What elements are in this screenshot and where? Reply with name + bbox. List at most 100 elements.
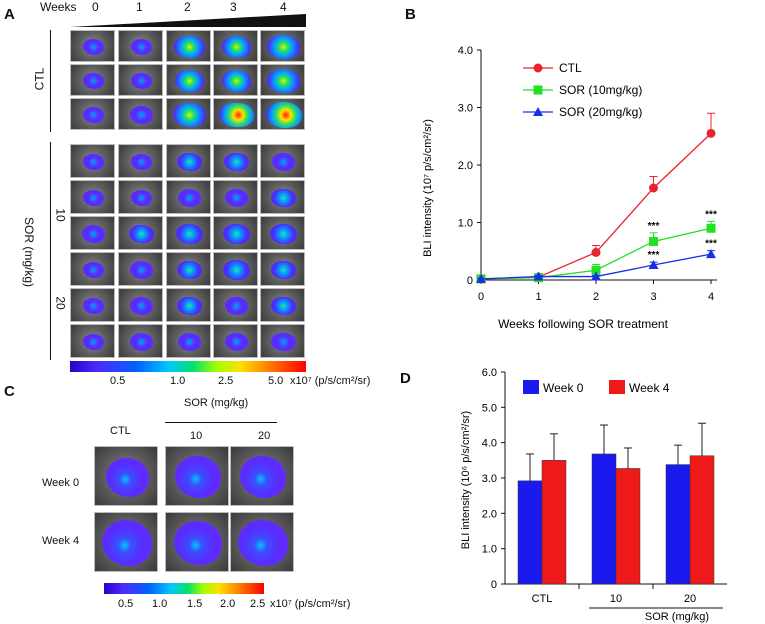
bli-image-tile xyxy=(118,324,163,358)
bli-signal xyxy=(219,102,254,128)
panel-c-row-week0: Week 0 xyxy=(42,477,80,489)
bli-image-tile xyxy=(166,180,211,214)
week-tick: 4 xyxy=(280,0,287,14)
bli-signal xyxy=(129,297,154,315)
ctl-bracket xyxy=(50,30,51,132)
week-tick: 2 xyxy=(184,0,191,14)
panel-c-row-week4: Week 4 xyxy=(42,535,80,547)
bli-signal xyxy=(223,260,250,280)
data-point xyxy=(591,247,601,257)
y-tick-label: 0 xyxy=(491,579,497,591)
weeks-wedge xyxy=(70,14,306,27)
legend-label: CTL xyxy=(559,61,582,75)
bli-image-tile xyxy=(94,446,158,506)
legend-marker xyxy=(533,63,543,73)
bli-signal xyxy=(82,38,105,56)
bli-signal xyxy=(222,36,251,58)
y-tick-label: 5.0 xyxy=(482,402,497,414)
bli-signal xyxy=(101,520,153,566)
bli-image-tile xyxy=(166,144,211,178)
panel-d-letter: D xyxy=(400,370,411,387)
bli-image-tile xyxy=(70,252,115,286)
bli-signal xyxy=(130,153,153,171)
bli-signal xyxy=(173,521,223,565)
legend-label: SOR (20mg/kg) xyxy=(559,105,642,119)
y-tick-label: 2.0 xyxy=(458,160,473,172)
bar xyxy=(517,480,543,585)
bli-signal xyxy=(129,333,154,351)
bli-image-tile xyxy=(70,180,115,214)
bli-signal xyxy=(173,103,206,127)
bli-signal xyxy=(177,189,202,207)
y-tick-label: 4.0 xyxy=(458,45,473,57)
dose-10-label: 10 xyxy=(53,208,68,222)
bli-signal xyxy=(82,106,105,124)
bli-signal xyxy=(175,70,204,92)
legend-marker xyxy=(533,85,543,95)
bli-signal xyxy=(81,225,106,243)
bli-signal xyxy=(176,224,203,244)
y-tick-label: 2.0 xyxy=(482,508,497,520)
colorbar-tick: 1.0 xyxy=(152,598,168,610)
bar xyxy=(541,460,567,585)
data-point xyxy=(533,271,544,281)
panel-c-sor-label: SOR (mg/kg) xyxy=(184,397,249,409)
panel-c-sor-line xyxy=(165,422,277,423)
bli-signal xyxy=(105,457,149,497)
bli-image-tile xyxy=(260,324,305,358)
significance-label: *** xyxy=(705,209,717,220)
bli-image-tile xyxy=(118,64,163,96)
bli-signal xyxy=(176,152,203,172)
bli-image-tile xyxy=(213,324,258,358)
legend-swatch xyxy=(609,380,625,394)
bli-image-tile xyxy=(213,180,258,214)
bli-image-tile xyxy=(260,216,305,250)
bli-signal xyxy=(129,106,154,124)
x-axis-label: SOR (mg/kg) xyxy=(645,611,709,623)
bli-signal xyxy=(271,153,296,171)
y-tick-label: 1.0 xyxy=(482,544,497,556)
bli-signal xyxy=(224,297,249,315)
bli-signal xyxy=(267,69,300,93)
bli-signal xyxy=(131,190,152,206)
y-axis-label: BLI intensity (10⁶ p/s/cm²/sr) xyxy=(460,411,472,549)
legend-label: SOR (10mg/kg) xyxy=(559,83,642,97)
y-axis-label: BLI intensity (10⁷ p/s/cm²/sr) xyxy=(422,119,434,257)
bli-image-tile xyxy=(213,216,258,250)
bli-image-tile xyxy=(166,98,211,130)
data-point xyxy=(649,236,658,246)
bli-signal xyxy=(224,333,249,351)
colorbar-tick: 1.0 xyxy=(170,375,186,387)
panel-c-colorbar xyxy=(104,583,264,594)
panel-d-bar-chart: 0 1.0 2.0 3.0 4.0 5.0 6.0 CTL 10 20 Week 0 Week 4 B… xyxy=(460,367,727,623)
legend-swatch xyxy=(523,380,539,394)
bli-image-tile xyxy=(70,216,115,250)
bli-signal xyxy=(129,261,154,279)
panel-c-dose-10: 10 xyxy=(190,430,203,442)
bli-image-tile xyxy=(94,512,158,572)
panel-a-letter: A xyxy=(4,6,15,23)
bli-image-tile xyxy=(118,30,163,62)
data-point xyxy=(591,271,601,281)
panel-b-line-chart: 0 1.0 2.0 3.0 4.0 0 1 2 3 4 CTL *** *** SOR (10mg/kg)… xyxy=(422,45,717,331)
bli-image-tile xyxy=(165,446,229,506)
bli-signal xyxy=(130,72,153,90)
bli-image-tile xyxy=(260,144,305,178)
panel-c-letter: C xyxy=(4,383,15,400)
bli-signal xyxy=(82,153,105,171)
bli-signal xyxy=(176,260,203,280)
dose-20-label: 20 xyxy=(53,296,68,310)
bli-signal xyxy=(265,102,302,128)
bli-image-tile xyxy=(213,288,258,322)
series-line xyxy=(480,132,712,280)
bli-signal xyxy=(83,73,104,89)
x-tick-label: CTL xyxy=(532,593,553,605)
bli-signal xyxy=(130,38,153,56)
bli-signal xyxy=(82,261,105,279)
colorbar-tick: 1.5 xyxy=(187,598,203,610)
x-tick-label: 3 xyxy=(650,291,656,303)
bli-image-tile xyxy=(70,98,115,130)
bli-image-tile xyxy=(118,144,163,178)
bli-image-tile xyxy=(166,324,211,358)
bli-image-tile xyxy=(118,180,163,214)
